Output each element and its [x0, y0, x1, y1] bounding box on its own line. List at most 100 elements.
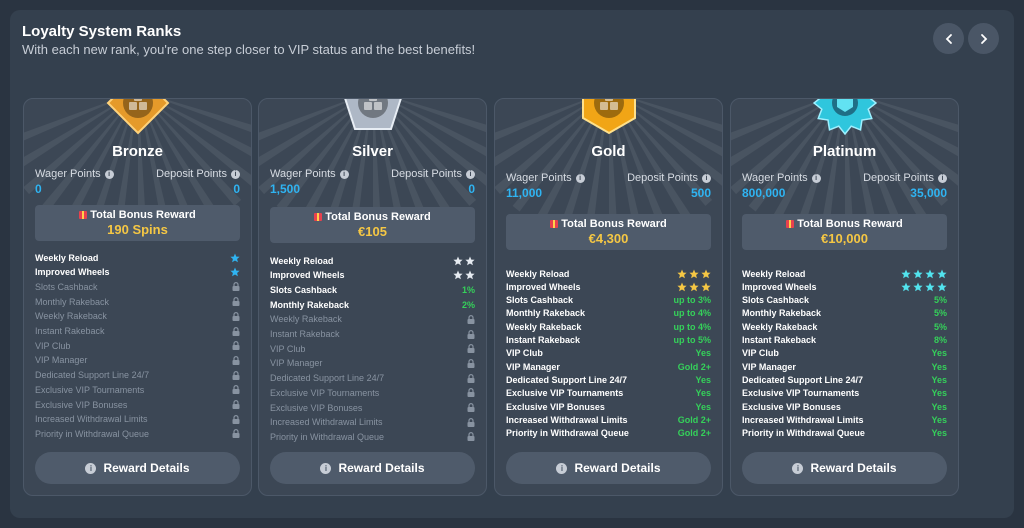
feature-name: Monthly Rakeback [506, 308, 586, 319]
lock-icon [232, 311, 240, 321]
feature-name: Weekly Reload [742, 268, 806, 279]
feature-row: Increased Withdrawal Limits [35, 413, 240, 426]
reward-details-button[interactable]: i Reward Details [506, 452, 711, 484]
feature-row: Improved Wheels [35, 266, 240, 279]
feature-row: Priority in Withdrawal Queue Gold 2+ [506, 427, 711, 440]
wager-points-value: 1,500 [270, 182, 301, 196]
gift-icon [550, 220, 559, 228]
reward-details-button[interactable]: i Reward Details [35, 452, 240, 484]
feature-name: Exclusive VIP Tournaments [506, 388, 624, 399]
reward-details-button[interactable]: i Reward Details [742, 452, 947, 484]
info-icon[interactable]: i [231, 169, 240, 179]
chevron-right-icon [980, 33, 987, 44]
info-icon[interactable]: i [104, 169, 114, 179]
feature-name: Instant Rakeback [35, 326, 105, 336]
feature-row: Weekly Rakeback [270, 313, 475, 326]
feature-name: Exclusive VIP Bonuses [270, 402, 363, 413]
feature-name: Exclusive VIP Bonuses [35, 399, 128, 410]
feature-row: Slots Cashback up to 3% [506, 294, 711, 307]
feature-row: Slots Cashback 1% [270, 283, 475, 296]
gold-rank-badge-icon [582, 99, 636, 135]
lock-icon [232, 414, 240, 424]
feature-name: Weekly Reload [35, 252, 99, 263]
feature-value: Gold 2+ [677, 414, 711, 425]
info-icon: i [792, 462, 804, 474]
feature-value: Yes [931, 374, 947, 385]
feature-value: 5% [933, 321, 947, 332]
feature-row: Weekly Reload [742, 267, 947, 280]
feature-name: Monthly Rakeback [742, 308, 822, 319]
info-icon[interactable]: i [702, 173, 711, 183]
lock-icon [232, 429, 240, 439]
info-icon[interactable]: i [466, 169, 475, 179]
feature-name: Weekly Rakeback [506, 321, 582, 332]
info-icon[interactable]: i [339, 169, 349, 179]
feature-name: VIP Manager [35, 355, 88, 366]
lock-icon [467, 417, 475, 427]
star-icon [465, 256, 475, 265]
next-button[interactable] [968, 23, 999, 54]
info-icon[interactable]: i [575, 173, 585, 183]
feature-row: Dedicated Support Line 24/7 [35, 369, 240, 382]
feature-row: Improved Wheels [506, 280, 711, 293]
feature-row: Dedicated Support Line 24/7 [270, 372, 475, 385]
star-icon [689, 269, 699, 278]
bonus-value: €10,000 [821, 231, 868, 246]
badge-glow-rays [259, 99, 486, 229]
feature-row: Improved Wheels [742, 280, 947, 293]
feature-name: Weekly Rakeback [35, 311, 107, 322]
star-icon [230, 267, 240, 277]
feature-row: Exclusive VIP Tournaments Yes [742, 387, 947, 400]
star-rating [230, 253, 240, 263]
feature-name: Weekly Reload [270, 255, 334, 266]
feature-name: Improved Wheels [35, 267, 110, 278]
reward-details-button[interactable]: i Reward Details [270, 452, 475, 484]
silver-rank-badge-icon [344, 99, 402, 130]
info-icon[interactable]: i [811, 173, 821, 183]
feature-value: Gold 2+ [677, 361, 711, 372]
info-icon[interactable]: i [938, 173, 947, 183]
prev-button[interactable] [933, 23, 964, 54]
feature-row: Instant Rakeback 8% [742, 334, 947, 347]
star-icon [925, 269, 935, 278]
bonus-value: 190 Spins [107, 222, 168, 237]
feature-name: Increased Withdrawal Limits [506, 414, 628, 425]
feature-row: VIP Club Yes [742, 347, 947, 360]
feature-row: Weekly Rakeback up to 4% [506, 320, 711, 333]
lock-icon [232, 370, 240, 380]
wager-points-label: Wager Points i [742, 172, 821, 184]
wager-points-value: 11,000 [506, 186, 543, 200]
page-subtitle: With each new rank, you're one step clos… [22, 42, 476, 57]
feature-row: Monthly Rakeback [35, 295, 240, 308]
feature-value: 1% [461, 284, 475, 295]
feature-name: Dedicated Support Line 24/7 [742, 374, 864, 385]
gift-icon [786, 220, 795, 228]
feature-name: Slots Cashback [270, 284, 338, 295]
star-icon [901, 269, 911, 278]
star-rating [901, 269, 947, 279]
lock-icon [232, 385, 240, 395]
feature-value: Yes [695, 388, 711, 399]
star-icon [701, 282, 711, 292]
bonus-title: Total Bonus Reward [90, 209, 196, 221]
feature-value: up to 4% [673, 308, 712, 319]
feature-name: Dedicated Support Line 24/7 [506, 374, 628, 385]
feature-value: Yes [931, 388, 947, 399]
star-icon [701, 269, 711, 278]
star-icon [677, 269, 687, 278]
lock-icon [232, 355, 240, 365]
feature-row: Exclusive VIP Bonuses [270, 401, 475, 414]
wager-points-label: Wager Points i [270, 168, 349, 180]
bonus-title: Total Bonus Reward [797, 218, 903, 230]
star-icon [230, 253, 240, 262]
feature-value: Yes [695, 374, 711, 385]
feature-name: Instant Rakeback [506, 335, 581, 345]
star-rating [677, 282, 711, 292]
feature-row: VIP Club [35, 339, 240, 352]
feature-row: VIP Manager [270, 357, 475, 370]
feature-row: VIP Club [270, 342, 475, 355]
feature-row: Weekly Reload [506, 267, 711, 280]
lock-icon [467, 358, 475, 368]
lock-icon [467, 344, 475, 354]
total-bonus-reward-box: Total Bonus Reward 190 Spins [35, 205, 240, 241]
